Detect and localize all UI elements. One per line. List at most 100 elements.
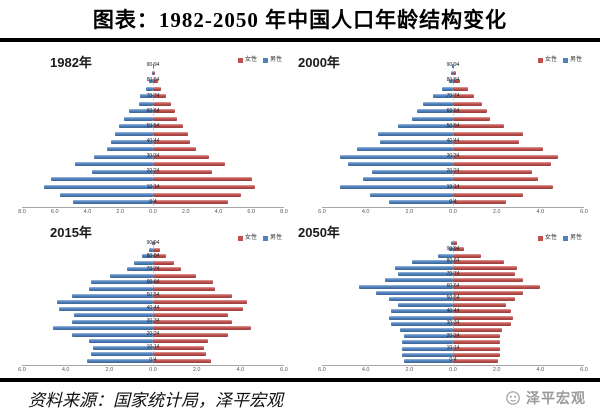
- x-tick: 6.0: [50, 209, 59, 215]
- year-label-2015: 2015年: [50, 225, 92, 240]
- age-row-50-54: 50-54: [322, 296, 584, 302]
- male-bar: [44, 185, 153, 190]
- pyramid-rows-2015: 90-94 80-84 70-74 60-64 50-54 40-44 30-34 20-24…: [22, 240, 284, 364]
- age-label: 90-94: [146, 239, 160, 246]
- female-bar: [453, 124, 505, 129]
- age-row-0-4: 0-4: [322, 358, 584, 364]
- male-bar: [423, 101, 453, 106]
- year-label-2050: 2050年: [298, 225, 340, 240]
- female-legend-swatch: [537, 57, 543, 63]
- age-row-5-9: [22, 351, 284, 358]
- pyramid-plot-2015: 女性 男性 90-94 80-84 70-74 60-64 50-54 40-44 30-3…: [18, 224, 288, 378]
- age-label: 30-34: [146, 153, 160, 160]
- age-row-55-59: [22, 286, 284, 293]
- legend-2000: 女性 男性: [534, 57, 582, 63]
- x-tick: 8.0: [280, 209, 288, 215]
- female-bar: [153, 169, 213, 174]
- age-row-65-69: [22, 273, 284, 280]
- female-bar: [453, 334, 500, 339]
- title-rule: [0, 38, 600, 42]
- age-row-25-29: [22, 325, 284, 332]
- male-bar: [397, 124, 453, 129]
- age-row-65-69: [322, 100, 584, 108]
- female-legend-label: 女性: [544, 235, 557, 241]
- male-bar: [397, 303, 453, 308]
- female-bar: [453, 177, 539, 182]
- center-axis-line: [453, 240, 454, 364]
- female-bar: [153, 267, 181, 272]
- female-bar: [153, 63, 155, 68]
- age-row-55-59: [322, 290, 584, 296]
- x-tick: 6.0: [18, 367, 26, 373]
- age-row-60-64: 60-64: [322, 107, 584, 115]
- age-row-50-54: 50-54: [322, 123, 584, 131]
- female-bar: [453, 78, 461, 83]
- age-label: 70-74: [146, 92, 160, 99]
- male-bar: [357, 147, 453, 152]
- female-bar: [453, 71, 456, 76]
- x-tick: 2.0: [492, 367, 501, 373]
- female-bar: [453, 162, 552, 167]
- x-tick: 0.0: [449, 209, 457, 215]
- female-bar: [153, 260, 175, 265]
- age-label: 20-24: [446, 168, 460, 175]
- female-legend-swatch: [537, 235, 543, 241]
- male-bar: [389, 296, 453, 301]
- age-row-15-19: [322, 176, 584, 184]
- female-legend-swatch: [237, 235, 243, 241]
- male-bar: [138, 101, 153, 106]
- age-label: 20-24: [146, 331, 160, 338]
- male-bar: [416, 109, 453, 114]
- female-bar: [453, 241, 458, 246]
- female-bar: [453, 303, 507, 308]
- female-bar: [153, 247, 161, 252]
- female-bar: [153, 78, 158, 83]
- age-row-75-79: [22, 85, 284, 93]
- female-bar: [153, 86, 161, 91]
- male-bar: [391, 321, 453, 326]
- male-bar: [363, 177, 453, 182]
- female-bar: [453, 116, 491, 121]
- female-bar: [153, 147, 197, 152]
- age-row-65-69: [22, 100, 284, 108]
- pyramid-cell-2015: 2015年 女性 男性 90-94 80-84 70-74 60-64 50-54 40-…: [0, 220, 300, 378]
- x-tick: 6.0: [280, 367, 288, 373]
- male-bar: [129, 109, 153, 114]
- female-bar: [153, 154, 209, 159]
- age-label: 60-64: [146, 107, 160, 114]
- female-bar: [453, 247, 464, 252]
- age-row-5-9: [22, 191, 284, 199]
- male-bar: [74, 313, 153, 318]
- female-bar: [153, 94, 166, 99]
- male-bar: [348, 162, 453, 167]
- age-row-35-39: [322, 145, 584, 153]
- age-row-20-24: 20-24: [322, 168, 584, 176]
- female-bar: [453, 265, 517, 270]
- age-label: 50-54: [446, 295, 460, 302]
- male-legend-label: 男性: [569, 57, 582, 63]
- female-bar: [453, 253, 481, 258]
- x-tick: 4.0: [536, 209, 545, 215]
- age-label: 10-14: [146, 344, 160, 351]
- age-row-30-34: 30-34: [322, 321, 584, 327]
- male-bar: [140, 94, 153, 99]
- male-bar: [52, 326, 153, 331]
- male-bar: [432, 94, 453, 99]
- age-label: 50-54: [446, 122, 460, 129]
- female-legend-label: 女性: [244, 57, 257, 63]
- age-row-60-64: 60-64: [22, 279, 284, 286]
- age-row-25-29: [322, 161, 584, 169]
- age-row-90-94: 90-94: [22, 240, 284, 247]
- age-label: 0-4: [149, 198, 157, 205]
- pyramid-cell-2000: 2000年 女性 男性 90-94 80-84 70-74 60-64 50-54 40-…: [298, 42, 600, 220]
- x-tick: 4.0: [61, 367, 70, 373]
- female-bar: [453, 278, 524, 283]
- female-bar: [153, 345, 205, 350]
- female-bar: [453, 290, 524, 295]
- male-bar: [89, 286, 153, 291]
- age-row-75-79: [22, 260, 284, 267]
- age-row-75-79: [322, 265, 584, 271]
- x-tick: 4.0: [236, 367, 245, 373]
- x-tick: 0.0: [449, 367, 457, 373]
- female-bar: [153, 313, 228, 318]
